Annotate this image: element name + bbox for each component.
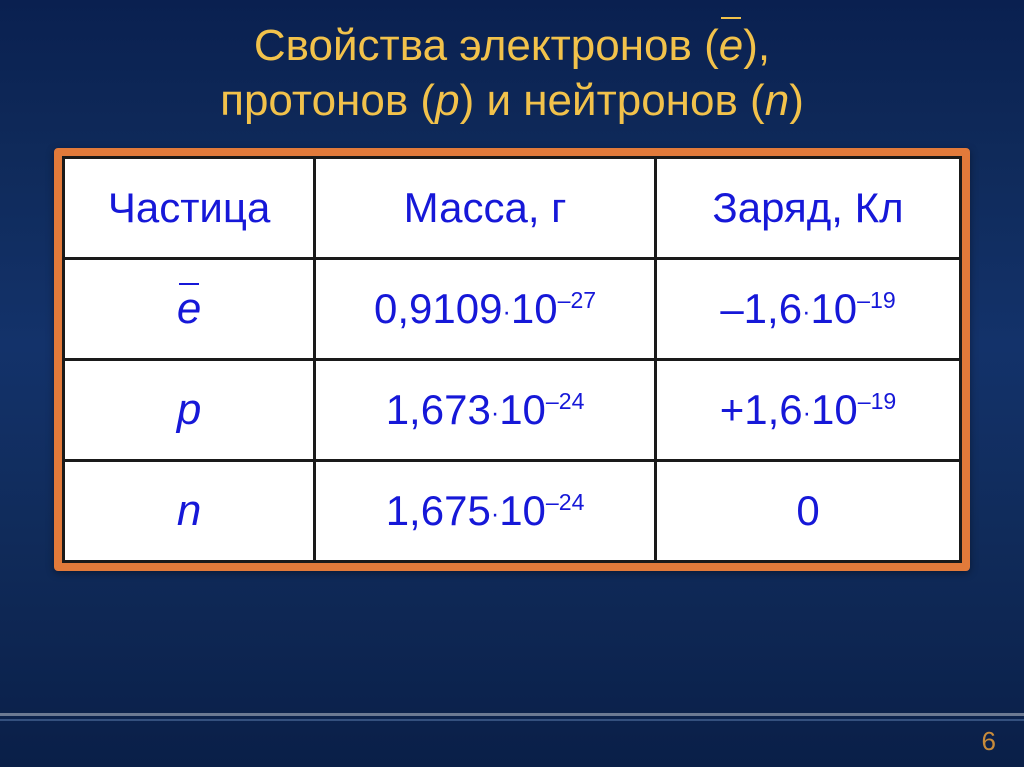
page-number: 6 [982, 726, 996, 757]
footer-divider [0, 713, 1024, 721]
cell-particle: n [64, 461, 315, 562]
title-line2-c: ) [789, 76, 804, 125]
title-e-bar: e [719, 18, 743, 73]
properties-table-wrap: Частица Масса, г Заряд, Кл e 0,9109·10–2… [54, 148, 970, 571]
title-line2-a: протонов ( [220, 76, 435, 125]
slide-title: Свойства электронов (e), протонов (p) и … [0, 0, 1024, 128]
cell-particle: e [64, 259, 315, 360]
header-particle: Частица [64, 158, 315, 259]
table-row: e 0,9109·10–27 –1,6·10–19 [64, 259, 961, 360]
properties-table: Частица Масса, г Заряд, Кл e 0,9109·10–2… [62, 156, 962, 563]
table-row: p 1,673·10–24 +1,6·10–19 [64, 360, 961, 461]
header-mass: Масса, г [315, 158, 656, 259]
title-line1-suffix: ), [743, 21, 770, 70]
title-line1-prefix: Свойства электронов ( [254, 21, 719, 70]
table-row: n 1,675·10–24 0 [64, 461, 961, 562]
title-n-italic: n [765, 76, 789, 125]
cell-charge: –1,6·10–19 [656, 259, 961, 360]
cell-charge: 0 [656, 461, 961, 562]
cell-mass: 1,675·10–24 [315, 461, 656, 562]
cell-mass: 0,9109·10–27 [315, 259, 656, 360]
cell-charge: +1,6·10–19 [656, 360, 961, 461]
header-charge: Заряд, Кл [656, 158, 961, 259]
cell-particle: p [64, 360, 315, 461]
title-line2-b: ) и нейтронов ( [460, 76, 765, 125]
table-header-row: Частица Масса, г Заряд, Кл [64, 158, 961, 259]
cell-mass: 1,673·10–24 [315, 360, 656, 461]
title-p-italic: p [435, 76, 459, 125]
